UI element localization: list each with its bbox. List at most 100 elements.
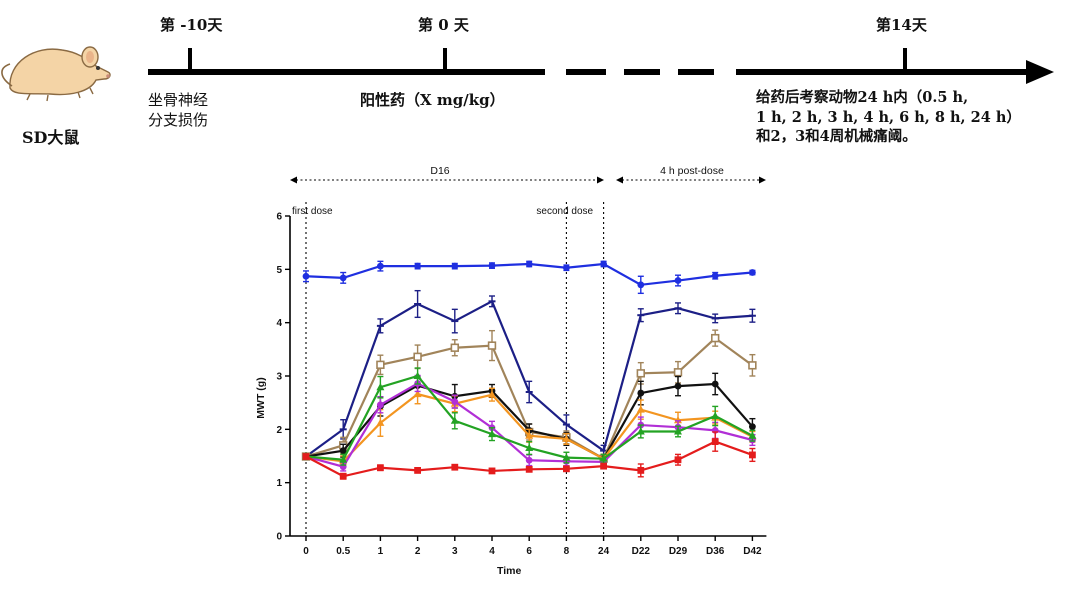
- data-point: [377, 464, 384, 472]
- x-tick-label: 4: [489, 546, 495, 557]
- data-point: [674, 382, 682, 390]
- data-point: [636, 427, 645, 435]
- data-point: [488, 467, 496, 475]
- y-tick-label: 5: [276, 265, 282, 276]
- data-point: [413, 389, 422, 398]
- data-point: [525, 260, 533, 268]
- data-point: [451, 398, 459, 405]
- observation-label-line1: 给药后考察动物24 h内（0.5 h,: [756, 89, 969, 106]
- period-d16-label: D16: [430, 165, 449, 177]
- series-1: [302, 289, 756, 460]
- x-tick-label: 0: [303, 546, 309, 557]
- period-d16-arrow-head-left: [290, 176, 297, 184]
- data-point: [749, 423, 756, 431]
- data-point: [339, 447, 347, 455]
- timeline: [1, 46, 1054, 102]
- y-tick-label: 3: [276, 372, 282, 383]
- data-point: [674, 277, 682, 284]
- data-point: [637, 467, 645, 474]
- mwt-line-chart: D16 4 h post-dose 0 1 2 3 4 5 6 0 0.5 1 2 3 4 6 8 24 D22 D…: [255, 165, 767, 577]
- period-d16-arrow-head-right: [597, 176, 604, 184]
- second-dose-label: second dose: [536, 206, 593, 217]
- data-point: [636, 369, 645, 378]
- data-point: [339, 472, 347, 480]
- data-point: [637, 389, 645, 397]
- x-tick-label: 2: [415, 546, 421, 557]
- data-point: [414, 467, 421, 474]
- series-7: [302, 431, 756, 480]
- data-point: [749, 269, 756, 276]
- series-6: [302, 367, 757, 466]
- data-point: [674, 456, 682, 464]
- first-dose-label: first dose: [292, 206, 333, 217]
- x-tick-label: 1: [378, 546, 384, 557]
- data-point: [563, 264, 570, 272]
- x-tick-label: 0.5: [336, 546, 350, 557]
- data-point: [748, 431, 757, 439]
- data-point: [748, 361, 757, 370]
- data-point: [451, 262, 459, 270]
- data-point: [339, 455, 348, 463]
- day-label-14: 第14天: [876, 16, 927, 34]
- period-post-dose-arrow-head-right: [759, 176, 766, 184]
- data-point: [600, 462, 607, 470]
- y-tick-label: 0: [276, 532, 282, 543]
- day-label-minus10: 第 -10天: [160, 16, 223, 34]
- y-tick-label: 1: [276, 478, 282, 489]
- data-point: [710, 333, 720, 343]
- data-point: [413, 352, 422, 361]
- x-tick-label: D36: [706, 546, 725, 557]
- data-point: [377, 401, 384, 409]
- injury-label-line2: 分支损伤: [148, 111, 209, 130]
- data-point: [525, 443, 534, 451]
- data-point: [488, 429, 496, 438]
- x-tick-label: 24: [598, 546, 610, 557]
- chart-series: [301, 260, 757, 480]
- x-axis-title: Time: [497, 565, 521, 577]
- data-point: [562, 434, 571, 442]
- data-point: [488, 262, 496, 269]
- injury-label-line1: 坐骨神经: [148, 91, 209, 109]
- x-tick-label: D42: [743, 546, 762, 557]
- chart-axes: 0 1 2 3 4 5 6 0 0.5 1 2 3 4 6 8 24 D22 D29 D36 D42 Time MWT (…: [255, 202, 767, 577]
- x-tick-label: 8: [564, 546, 570, 557]
- data-point: [674, 427, 682, 435]
- data-point: [339, 274, 347, 282]
- x-tick-label: D22: [632, 546, 651, 557]
- data-point: [488, 390, 496, 398]
- data-point: [525, 431, 534, 439]
- observation-label-line2: 1 h, 2 h, 3 h, 4 h, 6 h, 8 h, 24 h）: [756, 108, 1021, 126]
- observation-label-line3: 和2，3和4周机械痛阈。: [756, 128, 917, 146]
- data-point: [487, 341, 497, 350]
- data-point: [749, 451, 756, 459]
- data-point: [451, 463, 459, 471]
- data-point: [711, 380, 719, 388]
- data-point: [413, 371, 422, 379]
- y-tick-label: 2: [276, 425, 282, 436]
- data-point: [711, 272, 719, 280]
- data-point: [673, 368, 683, 377]
- dose-label: 阳性药（X mg/kg）: [360, 91, 505, 109]
- data-point: [376, 383, 385, 391]
- data-point: [450, 343, 459, 352]
- timeline-arrowhead: [1026, 60, 1054, 84]
- data-point: [525, 465, 533, 473]
- y-tick-label: 4: [276, 318, 282, 329]
- y-axis-title: MWT (g): [255, 377, 267, 418]
- y-tick-label: 6: [276, 212, 282, 223]
- observation-label: 给药后考察动物24 h内（0.5 h, 1 h, 2 h, 3 h, 4 h, …: [756, 88, 1021, 147]
- data-point: [563, 465, 570, 473]
- data-point: [450, 416, 459, 424]
- data-point: [600, 260, 607, 268]
- injury-label: 坐骨神经 分支损伤: [148, 90, 208, 131]
- data-point: [302, 453, 310, 460]
- x-tick-label: 3: [452, 546, 458, 557]
- series-0: [302, 260, 756, 295]
- data-point: [636, 405, 645, 413]
- data-point: [376, 418, 385, 426]
- period-post-dose-arrow-head-left: [616, 176, 623, 184]
- day-label-0: 第 0 天: [418, 16, 469, 34]
- rat-icon: [1, 46, 111, 102]
- data-point: [376, 360, 385, 369]
- data-point: [637, 281, 645, 289]
